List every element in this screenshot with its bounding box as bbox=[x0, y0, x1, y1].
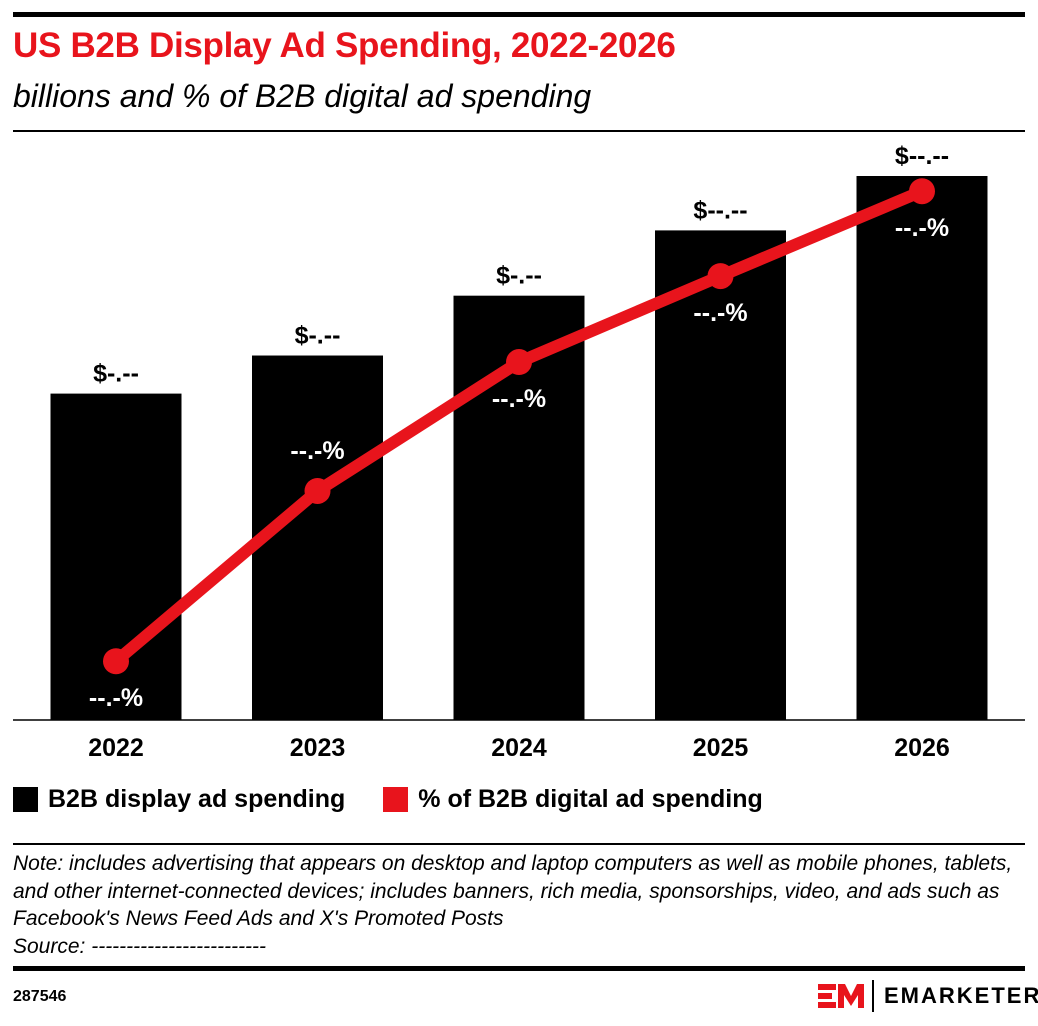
note-text: Note: includes advertising that appears … bbox=[13, 852, 1013, 930]
x-tick-label: 2024 bbox=[491, 734, 547, 762]
footnote: Note: includes advertising that appears … bbox=[13, 850, 1025, 960]
legend: B2B display ad spending % of B2B digital… bbox=[13, 785, 801, 814]
legend-swatch-red bbox=[383, 787, 409, 812]
chart-subtitle: billions and % of B2B digital ad spendin… bbox=[13, 78, 592, 114]
bar-value-label: $-.-- bbox=[496, 262, 542, 290]
chart-title: US B2B Display Ad Spending, 2022-2026 bbox=[13, 26, 676, 65]
x-tick-label: 2022 bbox=[88, 734, 144, 762]
legend-item-share: % of B2B digital ad spending bbox=[383, 785, 763, 814]
legend-swatch-black bbox=[13, 787, 38, 812]
bar-value-label: $-.-- bbox=[295, 322, 341, 350]
share-value-label: --.-% bbox=[693, 299, 747, 327]
x-tick-label: 2026 bbox=[894, 734, 950, 762]
share-value-label: --.-% bbox=[492, 385, 546, 413]
bar-2023 bbox=[252, 355, 383, 720]
share-point-2022 bbox=[103, 648, 129, 675]
bar-value-label: $-.-- bbox=[93, 360, 139, 388]
legend-label: B2B display ad spending bbox=[48, 785, 346, 813]
share-value-label: --.-% bbox=[895, 214, 949, 242]
x-tick-label: 2025 bbox=[693, 734, 749, 762]
note-divider bbox=[13, 843, 1025, 845]
title-divider bbox=[13, 130, 1025, 132]
chart-plot: $-.-- 2022 $-.-- 2023 $-.-- 2024 $--.-- 2025 $--… bbox=[13, 142, 1025, 762]
share-point-2023 bbox=[304, 477, 331, 504]
brand-name: EMARKETER bbox=[884, 983, 1038, 1008]
bar-2026 bbox=[856, 176, 988, 720]
source-text: Source: ------------------------- bbox=[13, 934, 267, 958]
emarketer-logo: EMARKETER bbox=[818, 980, 1038, 1012]
chart-id: 287546 bbox=[13, 988, 67, 1005]
bar-value-label: $--.-- bbox=[895, 142, 949, 170]
x-tick-label: 2023 bbox=[290, 734, 346, 762]
share-value-label: --.-% bbox=[290, 437, 344, 465]
em-logo-icon bbox=[818, 984, 864, 1008]
logo-separator bbox=[872, 980, 874, 1012]
share-point-2024 bbox=[506, 349, 532, 376]
share-value-label: --.-% bbox=[89, 684, 143, 712]
legend-label: % of B2B digital ad spending bbox=[418, 785, 763, 813]
bar-value-label: $--.-- bbox=[693, 196, 747, 224]
top-rule bbox=[13, 12, 1025, 17]
legend-item-spending: B2B display ad spending bbox=[13, 785, 345, 814]
bottom-rule bbox=[13, 966, 1025, 971]
share-point-2026 bbox=[909, 178, 935, 205]
bar-2025 bbox=[655, 230, 786, 720]
share-point-2025 bbox=[707, 263, 734, 290]
